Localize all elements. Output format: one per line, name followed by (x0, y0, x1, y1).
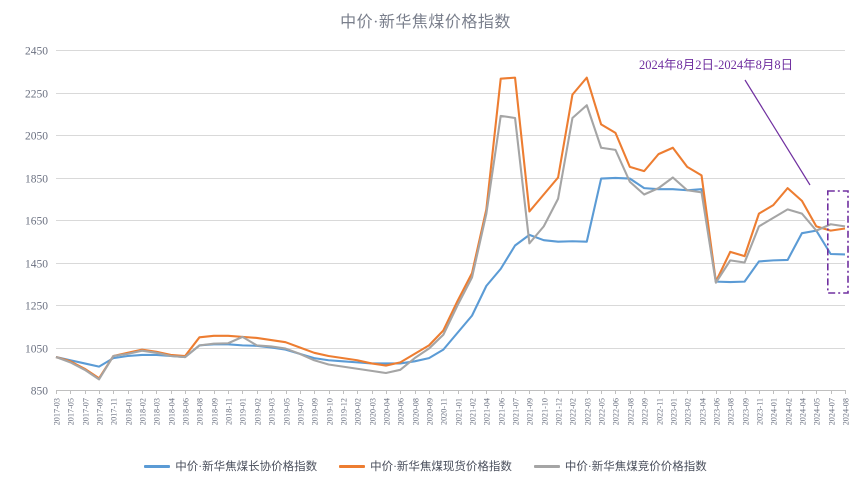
svg-text:2020-08: 2020-08 (412, 398, 421, 425)
svg-text:2023-02: 2023-02 (684, 398, 693, 425)
x-axis-tickmarks (56, 390, 846, 394)
series-line-3 (55, 104, 846, 381)
annotation-label: 2024年8月2日-2024年8月8日 (639, 58, 794, 72)
legend-item-2[interactable]: 中价·新华焦煤现货价格指数 (339, 458, 512, 474)
svg-text:2017-11: 2017-11 (110, 398, 119, 425)
svg-text:2017-09: 2017-09 (96, 398, 105, 425)
svg-text:2019-03: 2019-03 (268, 398, 277, 425)
svg-text:2022-06: 2022-06 (612, 398, 621, 425)
svg-text:2018-01: 2018-01 (125, 398, 134, 425)
legend-swatch-icon (144, 464, 171, 468)
svg-text:2023-01: 2023-01 (670, 398, 679, 425)
svg-text:2018-06: 2018-06 (182, 398, 191, 425)
svg-text:2019-09: 2019-09 (311, 398, 320, 425)
legend-item-1[interactable]: 中价·新华焦煤长协价格指数 (144, 458, 317, 474)
legend-label: 中价·新华焦煤长协价格指数 (175, 461, 318, 473)
svg-text:2017-07: 2017-07 (82, 398, 91, 425)
svg-text:1650: 1650 (25, 216, 48, 228)
svg-text:2020-06: 2020-06 (397, 398, 406, 425)
svg-text:2021-10: 2021-10 (541, 398, 550, 425)
svg-text:2022-05: 2022-05 (598, 398, 607, 425)
svg-text:2450: 2450 (25, 46, 48, 58)
svg-text:2019-10: 2019-10 (326, 398, 335, 425)
svg-text:2022-09: 2022-09 (641, 398, 650, 425)
data-series (55, 76, 846, 381)
y-axis-labels: 850 1050 1250 1450 1650 1850 2050 2250 2450 (25, 46, 48, 398)
svg-text:2021-01: 2021-01 (455, 398, 464, 425)
svg-text:2250: 2250 (25, 89, 48, 101)
svg-text:2018-09: 2018-09 (211, 398, 220, 425)
svg-text:2018-11: 2018-11 (225, 398, 234, 425)
svg-text:2021-02: 2021-02 (469, 398, 478, 425)
chart-title: 中价·新华焦煤价格指数 (340, 14, 511, 31)
svg-text:2023-06: 2023-06 (713, 398, 722, 425)
svg-text:2017-03: 2017-03 (53, 398, 62, 425)
svg-text:2024-01: 2024-01 (770, 398, 779, 425)
legend-item-3[interactable]: 中价·新华焦煤竞价价格指数 (533, 458, 707, 474)
svg-text:2021-07: 2021-07 (512, 398, 521, 425)
series-line-1 (55, 176, 846, 368)
svg-text:2023-08: 2023-08 (727, 398, 736, 425)
svg-text:850: 850 (31, 386, 49, 398)
svg-text:2050: 2050 (25, 131, 48, 143)
svg-text:2023-09: 2023-09 (742, 398, 751, 425)
svg-text:2020-11: 2020-11 (440, 398, 449, 425)
svg-text:2019-05: 2019-05 (283, 398, 292, 425)
svg-text:1250: 1250 (25, 301, 48, 313)
gridlines (56, 50, 845, 391)
legend-swatch-icon (533, 464, 560, 468)
svg-text:2019-02: 2019-02 (254, 398, 263, 425)
legend-label: 中价·新华焦煤现货价格指数 (370, 461, 512, 473)
svg-text:2020-04: 2020-04 (383, 398, 392, 425)
svg-text:1050: 1050 (25, 344, 48, 356)
svg-text:2020-09: 2020-09 (426, 398, 435, 425)
svg-text:2018-03: 2018-03 (153, 398, 162, 425)
svg-text:2021-09: 2021-09 (526, 398, 535, 425)
legend-swatch-icon (339, 464, 366, 468)
legend-label: 中价·新华焦煤竞价价格指数 (564, 461, 707, 473)
svg-text:2018-08: 2018-08 (196, 398, 205, 425)
svg-text:2024-04: 2024-04 (799, 398, 808, 425)
svg-text:2021-04: 2021-04 (483, 398, 492, 425)
svg-text:2021-06: 2021-06 (498, 398, 507, 425)
svg-text:2018-02: 2018-02 (139, 398, 148, 425)
svg-text:2023-11: 2023-11 (756, 398, 765, 425)
svg-text:2022-02: 2022-02 (569, 398, 578, 425)
svg-text:2019-01: 2019-01 (239, 398, 248, 425)
svg-text:2024-07: 2024-07 (828, 398, 837, 425)
svg-text:2024-08: 2024-08 (842, 398, 851, 425)
svg-text:2019-07: 2019-07 (297, 398, 306, 425)
svg-text:2021-12: 2021-12 (555, 398, 564, 425)
x-axis-labels: 2017-03 2017-05 2017-07 2017-09 2017-11 2018-… (53, 398, 851, 425)
svg-text:2022-08: 2022-08 (627, 398, 636, 425)
svg-text:2024-05: 2024-05 (813, 398, 822, 425)
svg-text:1450: 1450 (25, 259, 48, 271)
svg-text:2020-02: 2020-02 (354, 398, 363, 425)
chart-legend: 中价·新华焦煤长协价格指数 中价·新华焦煤现货价格指数 中价·新华焦煤竞价价格指数 (0, 458, 851, 474)
svg-text:2020-03: 2020-03 (369, 398, 378, 425)
svg-text:2019-12: 2019-12 (340, 398, 349, 425)
svg-text:2017-05: 2017-05 (67, 398, 76, 425)
annotation-callout (744, 79, 849, 294)
svg-text:2022-11: 2022-11 (656, 398, 665, 425)
svg-text:2024-02: 2024-02 (785, 398, 794, 425)
svg-text:1850: 1850 (25, 174, 48, 186)
series-line-2 (55, 76, 846, 380)
svg-text:2018-04: 2018-04 (168, 398, 177, 425)
svg-text:2022-03: 2022-03 (584, 398, 593, 425)
svg-text:2023-04: 2023-04 (699, 398, 708, 425)
